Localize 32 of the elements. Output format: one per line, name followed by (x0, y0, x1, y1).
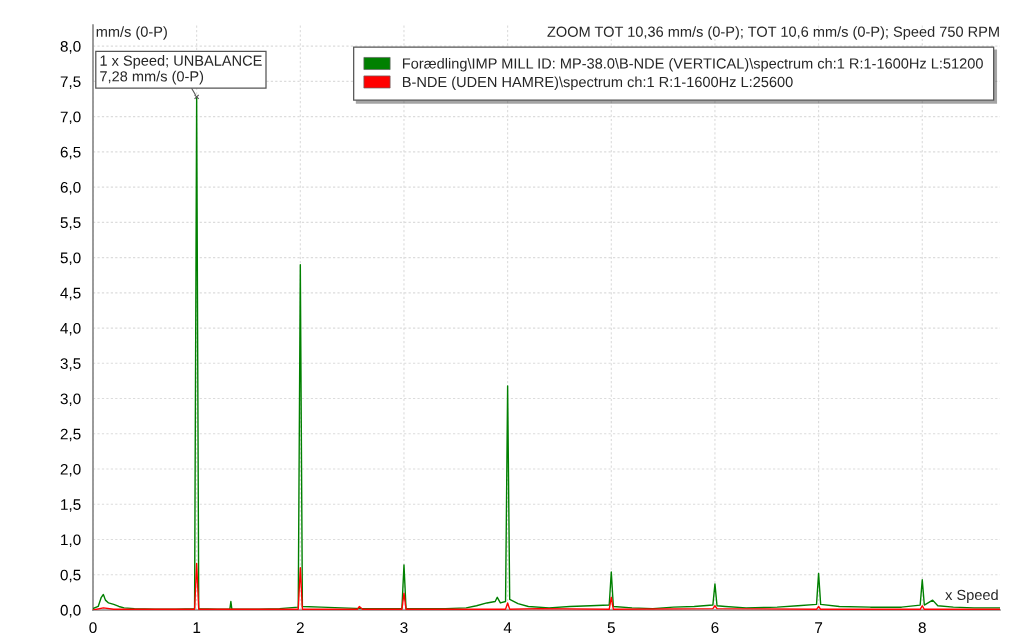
x-tick-label: 0 (89, 622, 97, 634)
y-tick-label: 5,0 (60, 252, 81, 266)
x-axis-title: x Speed (945, 589, 998, 603)
y-tick-label: 6,0 (60, 181, 81, 195)
y-tick-label: 2,5 (60, 428, 81, 442)
y-tick-label: 2,0 (60, 463, 81, 477)
x-tick-label: 5 (607, 622, 615, 634)
y-tick-label: 7,0 (60, 111, 81, 125)
x-tick-label: 6 (711, 622, 719, 634)
annotation: 1 x Speed; UNBALANCE 7,28 mm/s (0-P) (100, 55, 262, 85)
y-tick-label: 0,5 (60, 569, 81, 583)
y-tick-label: 8,0 (60, 41, 81, 54)
y-tick-label: 6,5 (60, 146, 81, 160)
legend-label: Forædling\IMP MILL ID: MP-38.0\B-NDE (VERTICAL)\spectrum ch:1 R:1-1600Hz L:51200 (402, 57, 983, 72)
x-tick-label: 8 (918, 622, 926, 634)
legend-label: B-NDE (UDEN HAMRE)\spectrum ch:1 R:1-1600Hz L:25600 (402, 76, 793, 91)
y-tick-label: 1,0 (61, 534, 81, 548)
x-tick-label: 3 (400, 622, 408, 634)
chart-title: ZOOM TOT 10,36 mm/s (0-P); TOT 10,6 mm/s (0-P); Speed 750 RPM (547, 26, 999, 40)
y-tick-label: 7,5 (60, 76, 81, 89)
y-tick-label: 0,0 (60, 604, 81, 618)
y-tick-label: 3,0 (60, 393, 81, 407)
y-tick-label: 1,5 (61, 499, 81, 512)
y-tick-label: 5,5 (60, 217, 81, 230)
x-tick-label: 2 (296, 622, 304, 633)
y-tick-label: 3,5 (60, 358, 81, 371)
x-tick-label: 7 (815, 622, 823, 633)
y-tick-label: 4,0 (60, 322, 81, 336)
y-axis-title: mm/s (0-P) (96, 26, 167, 40)
x-tick-label: 1 (193, 622, 201, 633)
y-tick-label: 4,5 (60, 287, 81, 301)
x-tick-label: 4 (503, 622, 512, 633)
